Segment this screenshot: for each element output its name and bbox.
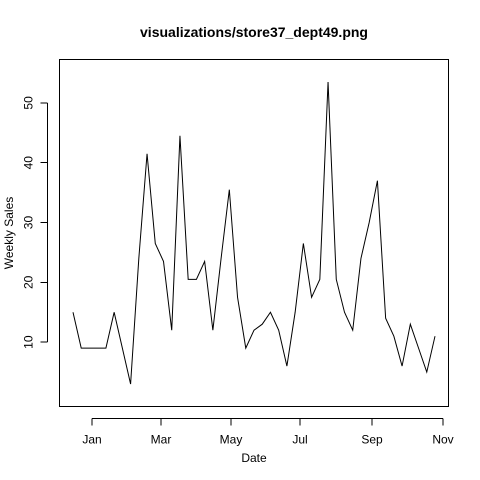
plot-area-frame [59,59,449,407]
y-tick-label: 50 [22,96,36,110]
y-axis: 10 20 30 40 50 [22,96,48,349]
x-tick-label: Jan [82,433,101,447]
x-tick-label: Jul [292,433,307,447]
y-tick-label: 10 [22,335,36,349]
chart-title: visualizations/store37_dept49.png [140,24,368,40]
x-axis: Jan Mar May Jul Sep Nov [82,418,454,447]
y-axis-label: Weekly Sales [2,197,16,269]
x-tick-label: Sep [361,433,383,447]
x-tick-label: Mar [151,433,172,447]
y-tick-label: 20 [22,275,36,289]
y-tick-label: 30 [22,216,36,230]
weekly-sales-series-line [72,81,436,385]
x-tick-label: May [220,433,243,447]
x-tick-label: Nov [432,433,453,447]
y-tick-label: 40 [22,156,36,170]
x-axis-label: Date [241,451,267,465]
